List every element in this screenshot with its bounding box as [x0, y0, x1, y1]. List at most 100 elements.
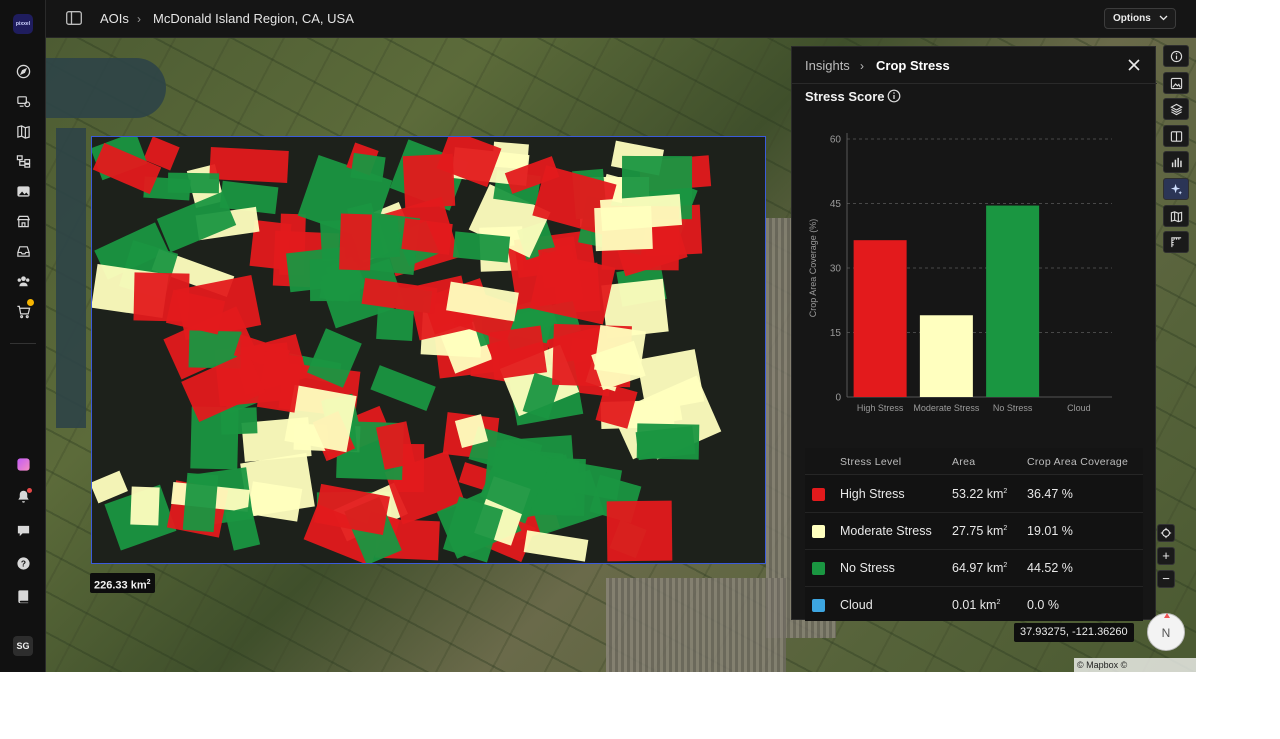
chart-x-tick-label: No Stress: [993, 403, 1033, 413]
cart-badge: [26, 298, 35, 307]
sparkle-ai-icon[interactable]: [1163, 178, 1189, 200]
user-avatar[interactable]: SG: [13, 636, 33, 656]
cursor-coordinates: 37.93275, -121.36260: [1014, 623, 1134, 642]
options-dropdown-button[interactable]: Options: [1104, 8, 1176, 29]
chart-bar[interactable]: [853, 240, 907, 397]
river-water: [46, 58, 166, 118]
aoi-area-exponent: 2: [146, 579, 151, 586]
crop-field-patch: [339, 213, 372, 271]
map-icon[interactable]: [1163, 205, 1189, 227]
close-icon[interactable]: [1127, 58, 1141, 72]
stress-score-title: Stress Score: [805, 89, 885, 104]
help-icon[interactable]: ?: [14, 554, 32, 572]
notifications-bell-icon[interactable]: [14, 487, 32, 505]
panel-title: Crop Stress: [876, 58, 950, 73]
aoi-area-label: 226.33 km2: [90, 573, 155, 593]
table-header: Stress Level Area Crop Area Coverage: [805, 448, 1143, 475]
info-tool-icon[interactable]: [1163, 45, 1189, 67]
row-area-value: 53.22 km: [952, 487, 1004, 501]
row-level: Moderate Stress: [840, 524, 932, 538]
info-icon[interactable]: [887, 89, 901, 103]
apps-icon[interactable]: [14, 455, 32, 473]
image-tool-icon[interactable]: [1163, 72, 1189, 94]
chevron-down-icon: [1159, 15, 1168, 21]
compass-button[interactable]: N: [1147, 613, 1185, 651]
layers-icon[interactable]: [1163, 98, 1189, 120]
chart-icon[interactable]: [1163, 151, 1189, 173]
chart-bar[interactable]: [919, 315, 973, 397]
row-area-exponent: 2: [1003, 524, 1008, 532]
header-area: Area: [952, 456, 976, 468]
chart-bar[interactable]: [986, 205, 1040, 397]
row-area-exponent: 2: [1003, 561, 1008, 569]
panel-header: Insights › Crop Stress: [792, 47, 1157, 84]
stress-table: Stress Level Area Crop Area Coverage Hig…: [805, 448, 1143, 621]
chart-y-tick-label: 30: [830, 264, 842, 275]
ruler-icon[interactable]: [1163, 231, 1189, 253]
gallery-icon[interactable]: [14, 182, 32, 200]
row-coverage: 36.47 %: [1027, 487, 1073, 501]
svg-text:?: ?: [20, 558, 25, 568]
inbox-icon[interactable]: [14, 242, 32, 260]
header-coverage: Crop Area Coverage: [1027, 456, 1129, 468]
top-bar: AOIs › McDonald Island Region, CA, USA O…: [46, 0, 1196, 38]
crop-field-patch: [370, 365, 436, 412]
crop-field-patch: [247, 481, 303, 522]
app-logo[interactable]: pixxel: [13, 14, 33, 34]
sidebar-toggle-icon[interactable]: [66, 11, 82, 25]
row-coverage: 0.0 %: [1027, 598, 1059, 612]
row-area: 0.01 km2: [952, 598, 1000, 612]
feedback-chat-icon[interactable]: [14, 521, 32, 539]
chevron-right-icon: ›: [860, 59, 864, 73]
explore-compass-icon[interactable]: [14, 62, 32, 80]
workflow-icon[interactable]: [14, 152, 32, 170]
cloud-swatch: [812, 599, 825, 612]
left-sidebar: pixxel: [0, 0, 46, 672]
team-icon[interactable]: [14, 272, 32, 290]
options-label: Options: [1113, 13, 1151, 24]
row-level: High Stress: [840, 487, 905, 501]
satellite-tasking-icon[interactable]: [14, 92, 32, 110]
docs-book-icon[interactable]: [14, 587, 32, 605]
row-area: 27.75 km2: [952, 524, 1007, 538]
zoom-out-button[interactable]: −: [1157, 570, 1175, 588]
compass-north-pointer: [1164, 613, 1170, 618]
map-book-icon[interactable]: [14, 122, 32, 140]
breadcrumb-current-aoi: McDonald Island Region, CA, USA: [153, 11, 354, 26]
cart-icon[interactable]: [14, 298, 35, 320]
row-area-value: 27.75 km: [952, 524, 1004, 538]
crop-field-patch: [523, 530, 589, 563]
crop-field-patch: [607, 500, 673, 562]
row-area: 64.97 km2: [952, 561, 1007, 575]
row-coverage: 19.01 %: [1027, 524, 1073, 538]
crop-field-patch: [182, 472, 219, 532]
no-stress-swatch: [812, 562, 825, 575]
map-attribution[interactable]: © Mapbox © OpenStreetMap: [1074, 658, 1196, 672]
crop-field-patch: [401, 218, 454, 256]
marketplace-icon[interactable]: [14, 212, 32, 230]
crop-field-patch: [256, 351, 303, 413]
chart-x-tick-label: Cloud: [1067, 403, 1091, 413]
chart-y-tick-label: 45: [830, 199, 842, 210]
table-row: Cloud 0.01 km2 0.0 %: [805, 587, 1143, 624]
aoi-area-value: 226.33 km: [94, 579, 147, 592]
notification-dot: [27, 488, 32, 493]
row-area-exponent: 2: [996, 598, 1001, 606]
insights-breadcrumb[interactable]: Insights: [805, 58, 850, 73]
breadcrumb-aois[interactable]: AOIs: [100, 11, 129, 26]
chart-y-tick-label: 0: [835, 393, 841, 404]
header-stress-level: Stress Level: [840, 456, 902, 468]
chart-y-tick-label: 15: [830, 328, 842, 339]
split-view-icon[interactable]: [1163, 125, 1189, 147]
chart-x-tick-label: High Stress: [857, 403, 904, 413]
chart-labels: 0 15 30 45 60 High Stress Moderate Stress No St…: [830, 135, 1091, 414]
aoi-crop-stress-overlay[interactable]: [91, 136, 766, 564]
row-area-value: 0.01 km: [952, 598, 997, 612]
zoom-in-button[interactable]: +: [1157, 547, 1175, 565]
locate-me-icon[interactable]: [1157, 524, 1175, 542]
chart-y-tick-label: 60: [830, 135, 842, 146]
crop-field-patch: [376, 307, 415, 341]
high-stress-swatch: [812, 488, 825, 501]
row-area-value: 64.97 km: [952, 561, 1004, 575]
table-row: Moderate Stress 27.75 km2 19.01 %: [805, 513, 1143, 550]
